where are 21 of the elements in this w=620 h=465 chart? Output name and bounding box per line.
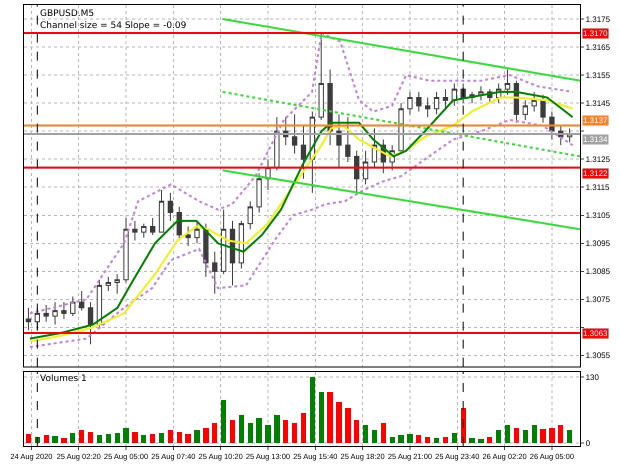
ref-line-label: 1.3137 [583,116,608,125]
y-tick-label: 1.3095 [586,239,611,248]
ref-line-label: 1.3063 [583,329,608,338]
y-tick-label: 1.3125 [586,154,611,164]
y-tick-label: 1.3165 [586,42,611,52]
ref-line-label: 1.3134 [583,135,608,144]
y-tick-label: 1.3105 [586,211,611,220]
y-tick-label: 130 [586,372,600,382]
y-tick-label: 1.3085 [586,267,611,276]
y-tick-label: 1.3145 [586,98,611,108]
y-tick-label: 1.3055 [586,351,611,360]
chart-title: Volumes 1 [40,374,87,384]
y-tick-label: 1.3075 [586,295,611,304]
ref-line-label: 1.3122 [583,169,608,178]
text: Channel size = 54 Slope = -0.09 [40,21,187,31]
chart-title: GBPUSD.M5 [40,9,94,19]
y-tick-label: 1.3115 [586,183,610,192]
ref-line-label: 1.3170 [583,29,608,38]
y-tick-label: 1.3175 [586,14,611,24]
y-tick-label: 1.3155 [586,70,611,80]
y-tick-label: 0 [586,438,591,448]
